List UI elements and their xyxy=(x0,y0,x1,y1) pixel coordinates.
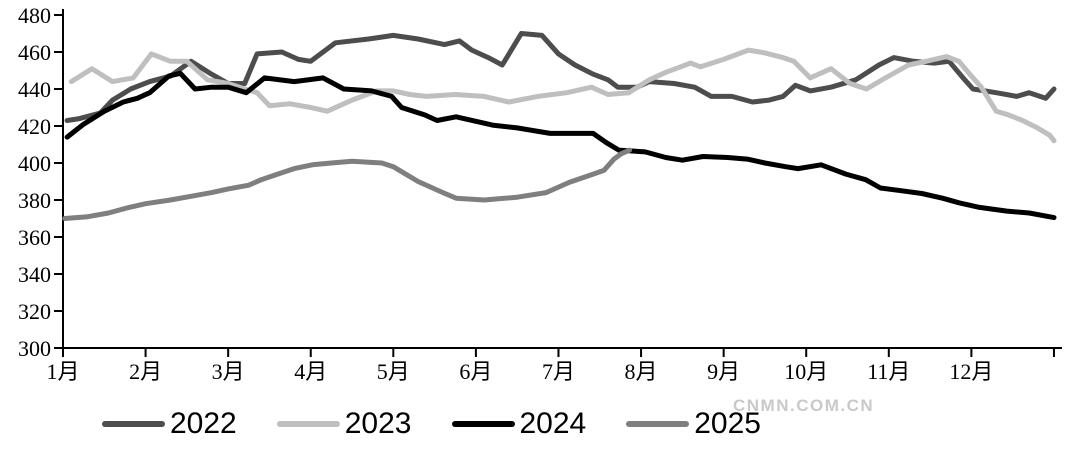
x-tick-label: 12月 xyxy=(949,359,993,384)
y-tick-label: 400 xyxy=(18,151,51,176)
legend-swatch-2024 xyxy=(451,421,515,427)
y-tick-label: 320 xyxy=(18,299,51,324)
y-tick-label: 380 xyxy=(18,188,51,213)
legend-label-2023: 2023 xyxy=(344,407,412,440)
y-tick-label: 440 xyxy=(18,77,51,102)
x-tick-label: 1月 xyxy=(46,359,79,384)
legend-swatch-2023 xyxy=(276,421,340,427)
legend: 2022 2023 2024 2025 xyxy=(102,409,761,439)
legend-swatch-2025 xyxy=(626,421,690,427)
series-line-2025 xyxy=(62,147,632,221)
series-line-2024 xyxy=(64,70,1057,221)
watermark-text: CNMN.COM.CN xyxy=(733,396,875,415)
legend-item-2023: 2023 xyxy=(276,407,412,440)
legend-item-2025: 2025 xyxy=(626,409,761,439)
y-tick-label: 480 xyxy=(18,3,51,28)
x-tick-label: 8月 xyxy=(625,359,658,384)
x-tick-label: 2月 xyxy=(129,359,162,384)
y-tick-label: 460 xyxy=(18,40,51,65)
x-tick-label: 9月 xyxy=(707,359,740,384)
legend-item-2024: 2024 xyxy=(451,407,587,440)
legend-label-2022: 2022 xyxy=(170,407,237,440)
x-tick-label: 11月 xyxy=(867,359,910,384)
legend-label-2024: 2024 xyxy=(519,407,587,440)
x-tick-label: 6月 xyxy=(459,359,492,384)
x-tick-label: 4月 xyxy=(294,359,327,384)
x-tick-label: 3月 xyxy=(212,359,245,384)
series-line-2023 xyxy=(68,47,1057,144)
y-tick-label: 340 xyxy=(18,262,51,287)
legend-swatch-2022 xyxy=(102,421,165,427)
y-tick-label: 300 xyxy=(18,336,51,361)
legend-label-2025: 2025 xyxy=(694,407,761,440)
y-tick-label: 360 xyxy=(18,225,51,250)
legend-item-2022: 2022 xyxy=(102,409,237,439)
x-tick-label: 5月 xyxy=(377,359,410,384)
x-tick-label: 7月 xyxy=(542,359,575,384)
y-tick-label: 420 xyxy=(18,114,51,139)
x-tick-label: 10月 xyxy=(784,359,828,384)
series-line-2022 xyxy=(64,31,1057,123)
